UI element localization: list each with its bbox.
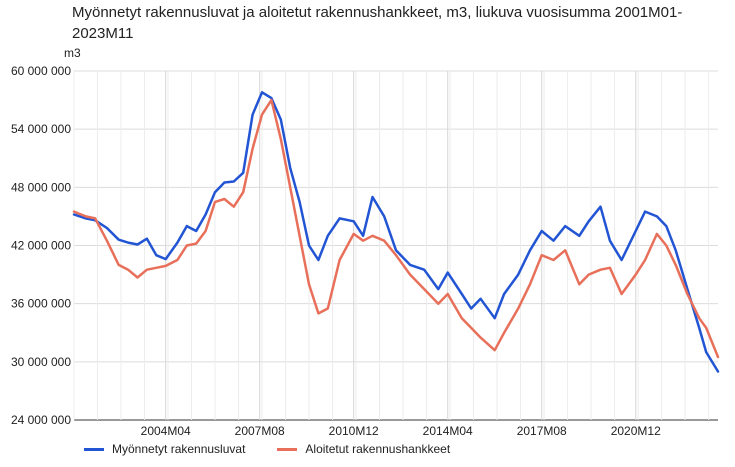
series-line-permits — [72, 91, 720, 373]
y-tick-label: 42 000 000 — [11, 239, 71, 253]
chart-title: Myönnetyt rakennusluvat ja aloitetut rak… — [72, 4, 683, 42]
y-tick-label: 54 000 000 — [11, 122, 71, 136]
y-tick-label: 24 000 000 — [11, 413, 71, 427]
x-tick-label: 2010M12 — [329, 424, 379, 438]
x-tick-label: 2007M08 — [235, 424, 285, 438]
x-tick-label: 2014M04 — [423, 424, 473, 438]
legend-swatch-permits — [84, 447, 104, 451]
x-tick-label: 2017M08 — [517, 424, 567, 438]
legend-label-permits: Myönnetyt rakennusluvat — [112, 442, 246, 456]
legend-item-permits: Myönnetyt rakennusluvat — [84, 442, 245, 456]
x-tick-label: 2020M12 — [611, 424, 661, 438]
series-line-started — [72, 98, 720, 359]
y-tick-label: 36 000 000 — [11, 297, 71, 311]
y-tick-label: 48 000 000 — [11, 180, 71, 194]
series-lines — [72, 91, 720, 373]
grid-lines — [73, 70, 718, 421]
legend-label-started: Aloitetut rakennushankkeet — [305, 442, 451, 456]
y-axis-ticks: 24 000 000 30 000 000 36 000 000 42 000 000… — [11, 64, 71, 427]
legend: Myönnetyt rakennusluvat Aloitetut rakenn… — [84, 442, 482, 456]
x-tick-label: 2004M04 — [141, 424, 191, 438]
y-tick-label: 30 000 000 — [11, 355, 71, 369]
legend-swatch-started — [277, 447, 298, 451]
y-axis-unit: m3 — [64, 46, 81, 60]
x-axis-ticks: 2004M04 2007M08 2010M12 2014M04 2017M08 2020M… — [141, 424, 661, 438]
legend-item-started: Aloitetut rakennushankkeet — [277, 442, 450, 456]
y-tick-label: 60 000 000 — [11, 64, 71, 78]
